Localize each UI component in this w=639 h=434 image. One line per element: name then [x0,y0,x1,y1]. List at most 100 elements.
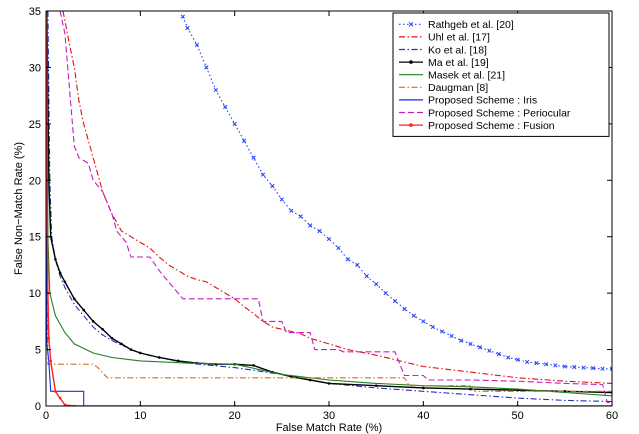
data-point [101,327,104,331]
data-point [477,345,483,350]
data-point [534,360,539,366]
legend-entry-5: Masek et al. [21] [428,70,505,82]
data-point [336,245,341,251]
data-point [49,359,53,363]
series-line-6 [46,236,612,392]
data-point [270,183,275,189]
data-point [421,319,426,324]
data-point [298,214,303,219]
data-point [402,306,407,312]
legend-box [392,12,610,137]
y-tick-label: 10 [29,288,41,300]
data-point [468,341,473,347]
data-point [590,366,596,371]
legend-marker [409,60,413,64]
y-tick-label: 15 [29,232,41,244]
data-point [449,333,454,339]
legend-marker [408,21,414,27]
series-line-5 [46,11,612,397]
data-point [458,338,464,343]
data-point [383,290,388,296]
data-point [47,336,51,340]
y-tick-label: 5 [35,345,41,357]
data-point [506,355,511,360]
data-point [204,65,209,70]
data-point [194,42,200,48]
data-point [213,87,218,93]
x-tick-label: 60 [606,410,618,422]
legend-entry-3: Ko et al. [18] [428,44,487,56]
data-point [600,366,605,371]
data-point [572,364,577,370]
data-point [581,365,586,370]
data-point [180,14,185,19]
x-axis-label: False Match Rate (%) [276,422,382,434]
x-tick-label: 50 [512,410,524,422]
y-tick-label: 0 [35,401,41,413]
legend-entry-2: Uhl et al. [17] [428,32,490,44]
data-point [232,121,237,127]
data-point [411,313,417,318]
legend-entry-7: Proposed Scheme : Iris [428,95,537,107]
plot-area [46,11,612,406]
data-point [515,357,520,362]
data-point [422,386,425,390]
data-point [120,342,123,346]
data-point [260,172,266,177]
data-point [110,336,114,340]
data-point [524,359,530,365]
data-point [374,384,378,387]
data-point [157,356,161,359]
data-point [54,390,57,393]
series-line-1 [182,16,612,370]
data-point [185,25,190,31]
y-axis-label: False Non−Match Rate (%) [13,142,25,275]
data-point [58,271,62,275]
data-point [553,363,558,368]
legend-entry-4: Ma et al. [19] [428,57,489,69]
x-tick-label: 10 [134,410,146,422]
series-line-7 [46,11,612,406]
data-point [317,228,322,234]
data-point [58,396,62,400]
data-point [63,403,67,406]
data-point [364,274,369,279]
data-point [609,366,612,371]
y-tick-label: 35 [29,6,41,18]
x-tick-label: 30 [323,410,335,422]
data-point [307,223,313,228]
x-tick-label: 40 [417,410,429,422]
data-point [355,262,360,268]
data-point [91,320,95,323]
data-point [63,280,67,284]
data-point [176,359,180,363]
legend-marker [409,123,413,127]
y-tick-label: 20 [29,175,41,187]
data-point [54,257,57,261]
data-point [279,197,284,202]
axes: 0 10 20 30 40 50 60 0 5 10 15 20 25 30 35 [29,6,618,422]
data-point [308,378,312,382]
data-point [241,138,247,143]
data-point [392,298,398,304]
x-tick-label: 0 [43,410,49,422]
data-point [543,362,549,367]
data-point [252,364,255,367]
legend-entry-9: Proposed Scheme : Fusion [428,120,555,132]
legend-entry-6: Daugman [8] [428,82,488,94]
legend-entry-1: Rathgeb et al. [20] [428,19,514,31]
data-point [129,348,133,351]
y-tick-label: 25 [29,119,41,131]
data-point [345,257,351,262]
data-point [374,281,379,287]
legend: Rathgeb et al. [20]Uhl et al. [17]Ko et … [392,12,610,137]
data-point [73,297,76,301]
data-point [82,308,86,312]
data-point [440,329,445,334]
data-point [496,351,501,357]
data-point [251,155,256,160]
data-point [469,387,472,391]
y-tick-label: 30 [29,62,41,74]
data-point [430,324,435,330]
